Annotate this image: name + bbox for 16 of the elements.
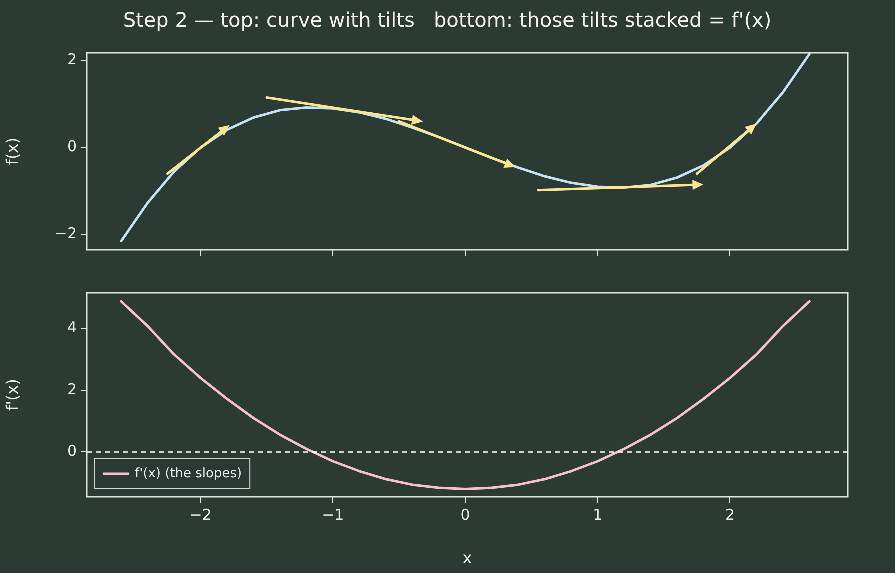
x-tick-label: −1 <box>322 506 344 524</box>
y-tick-label: 4 <box>67 318 77 337</box>
y-tick-label: 0 <box>67 138 77 156</box>
y-tick-label: 2 <box>67 50 77 69</box>
legend-label: f'(x) (the slopes) <box>135 466 242 482</box>
x-tick-label: 2 <box>725 506 735 524</box>
x-axis-title: x <box>462 548 472 568</box>
y-axis-title: f(x) <box>2 138 22 166</box>
x-tick-label: 0 <box>460 506 470 524</box>
x-tick-label: −2 <box>190 506 212 524</box>
y-axis-title: f'(x) <box>2 379 22 411</box>
y-tick-label: 0 <box>67 442 77 460</box>
y-tick-label: 2 <box>67 380 77 398</box>
y-tick-label: −2 <box>54 224 77 243</box>
chart-title: Step 2 — top: curve with tilts bottom: those tilts stacked = f'(x) <box>122 8 773 32</box>
x-tick-label: 1 <box>593 506 603 524</box>
